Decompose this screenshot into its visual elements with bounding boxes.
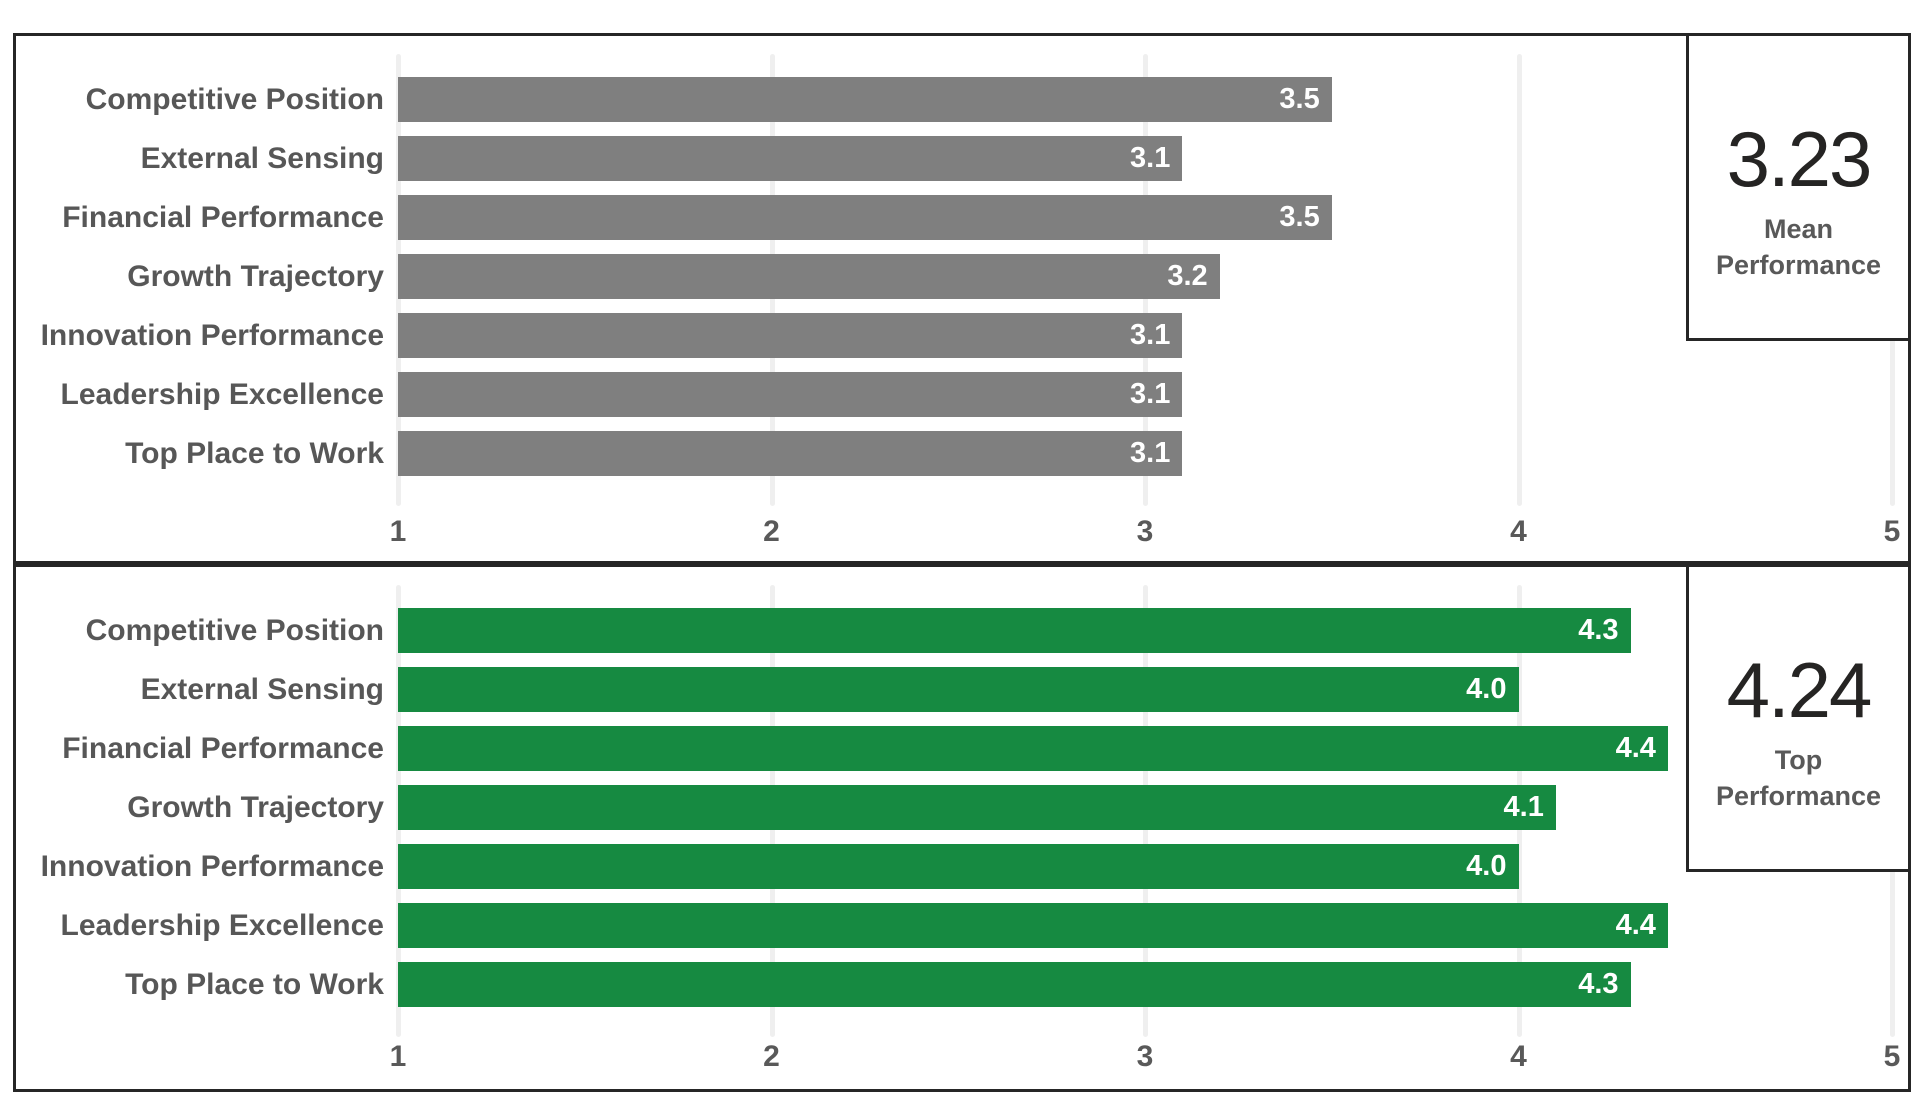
bar-leadership-excellence[interactable]: 3.1 xyxy=(398,372,1183,417)
x-axis-tick: 1 xyxy=(389,1040,407,1073)
bar-row: Leadership Excellence 4.4 xyxy=(16,896,1892,955)
data-label: 4.3 xyxy=(1578,614,1619,646)
x-axis-tick: 2 xyxy=(763,515,780,548)
x-axis-tick: 4 xyxy=(1510,515,1527,548)
bar-top-place-to-work[interactable]: 3.1 xyxy=(398,431,1183,476)
bar-row: Financial Performance 4.4 xyxy=(16,719,1892,778)
x-axis-tick: 3 xyxy=(1136,515,1154,548)
x-axis: 1 2 3 4 5 xyxy=(390,514,1901,550)
category-label: External Sensing xyxy=(140,672,384,706)
category-label: Innovation Performance xyxy=(40,849,384,883)
mean-performance-value: 3.23 xyxy=(1726,114,1873,203)
x-axis-tick: 1 xyxy=(389,515,407,548)
bar-track: 3.1 xyxy=(398,424,1892,483)
data-label: 3.1 xyxy=(1130,319,1171,351)
bar-track: 3.1 xyxy=(398,306,1892,365)
bar-track: 4.0 xyxy=(398,660,1892,719)
bar-rows: Competitive Position 4.3 External Sensing 4… xyxy=(16,601,1892,1014)
bar-row: Competitive Position 4.3 xyxy=(16,601,1892,660)
category-label: Competitive Position xyxy=(85,82,384,116)
top-performance-chart-panel: Competitive Position 4.3 External Sensing 4… xyxy=(13,564,1911,1092)
category-label: Financial Performance xyxy=(62,731,384,765)
bar-row: Top Place to Work 4.3 xyxy=(16,955,1892,1014)
bar-track: 3.2 xyxy=(398,247,1892,306)
data-label: 4.4 xyxy=(1615,909,1656,941)
bar-track: 4.4 xyxy=(398,896,1892,955)
category-label: Leadership Excellence xyxy=(60,377,385,411)
bar-track: 4.3 xyxy=(398,955,1892,1014)
x-axis: 1 2 3 4 5 xyxy=(390,1039,1901,1075)
bar-row: Competitive Position 3.5 xyxy=(16,70,1892,129)
bar-row: Growth Trajectory 3.2 xyxy=(16,247,1892,306)
mean-performance-chart-panel: Competitive Position 3.5 External Sensing 3… xyxy=(13,33,1911,564)
bar-track: 4.1 xyxy=(398,778,1892,837)
bar-row: Growth Trajectory 4.1 xyxy=(16,778,1892,837)
bar-row: Innovation Performance 4.0 xyxy=(16,837,1892,896)
data-label: 3.2 xyxy=(1167,260,1208,292)
bar-row: Innovation Performance 3.1 xyxy=(16,306,1892,365)
bar-row: External Sensing 4.0 xyxy=(16,660,1892,719)
bar-track: 3.1 xyxy=(398,365,1892,424)
data-label: 3.1 xyxy=(1130,437,1171,469)
top-performance-value: 4.24 xyxy=(1726,645,1873,734)
data-label: 4.0 xyxy=(1466,850,1507,882)
bar-competitive-position[interactable]: 4.3 xyxy=(398,608,1631,653)
bar-external-sensing[interactable]: 3.1 xyxy=(398,136,1183,181)
bar-competitive-position[interactable]: 3.5 xyxy=(398,77,1332,122)
category-label: Leadership Excellence xyxy=(60,908,385,942)
x-axis-tick: 2 xyxy=(763,1040,780,1073)
data-label: 4.0 xyxy=(1466,673,1507,705)
bar-external-sensing[interactable]: 4.0 xyxy=(398,667,1519,712)
bar-financial-performance[interactable]: 4.4 xyxy=(398,726,1668,771)
data-label: 3.1 xyxy=(1130,378,1171,410)
data-label: 3.5 xyxy=(1279,201,1320,233)
bar-track: 4.3 xyxy=(398,601,1892,660)
bar-track: 4.4 xyxy=(398,719,1892,778)
bar-row: External Sensing 3.1 xyxy=(16,129,1892,188)
bar-top-place-to-work[interactable]: 4.3 xyxy=(398,962,1631,1007)
bar-financial-performance[interactable]: 3.5 xyxy=(398,195,1332,240)
bar-row: Financial Performance 3.5 xyxy=(16,188,1892,247)
gridline xyxy=(1516,54,1522,506)
bar-innovation-performance[interactable]: 3.1 xyxy=(398,313,1183,358)
bar-innovation-performance[interactable]: 4.0 xyxy=(398,844,1519,889)
category-label: Growth Trajectory xyxy=(127,259,384,293)
x-axis-tick: 5 xyxy=(1883,515,1901,548)
bar-row: Top Place to Work 3.1 xyxy=(16,424,1892,483)
mean-performance-callout: 3.23 Mean Performance xyxy=(1686,36,1908,341)
data-label: 4.4 xyxy=(1615,732,1656,764)
bar-track: 4.0 xyxy=(398,837,1892,896)
bar-track: 3.5 xyxy=(398,70,1892,129)
x-axis-tick: 4 xyxy=(1510,1040,1527,1073)
data-label: 3.1 xyxy=(1130,142,1171,174)
data-label: 4.1 xyxy=(1503,791,1544,823)
bar-rows: Competitive Position 3.5 External Sensing 3… xyxy=(16,70,1892,483)
bar-track: 3.1 xyxy=(398,129,1892,188)
category-label: Top Place to Work xyxy=(125,436,384,470)
category-label: Financial Performance xyxy=(62,200,384,234)
data-label: 4.3 xyxy=(1578,968,1619,1000)
category-label: Innovation Performance xyxy=(40,318,384,352)
category-label: External Sensing xyxy=(140,141,384,175)
bar-growth-trajectory[interactable]: 4.1 xyxy=(398,785,1556,830)
top-performance-label: Top Performance xyxy=(1715,744,1882,811)
category-label: Competitive Position xyxy=(85,613,384,647)
mean-performance-label: Mean Performance xyxy=(1715,213,1882,280)
bar-row: Leadership Excellence 3.1 xyxy=(16,365,1892,424)
category-label: Growth Trajectory xyxy=(127,790,384,824)
bar-growth-trajectory[interactable]: 3.2 xyxy=(398,254,1220,299)
x-axis-tick: 3 xyxy=(1136,1040,1154,1073)
bar-leadership-excellence[interactable]: 4.4 xyxy=(398,903,1668,948)
x-axis-tick: 5 xyxy=(1883,1040,1901,1073)
bar-track: 3.5 xyxy=(398,188,1892,247)
data-label: 3.5 xyxy=(1279,83,1320,115)
top-performance-callout: 4.24 Top Performance xyxy=(1686,567,1908,872)
category-label: Top Place to Work xyxy=(125,967,384,1001)
